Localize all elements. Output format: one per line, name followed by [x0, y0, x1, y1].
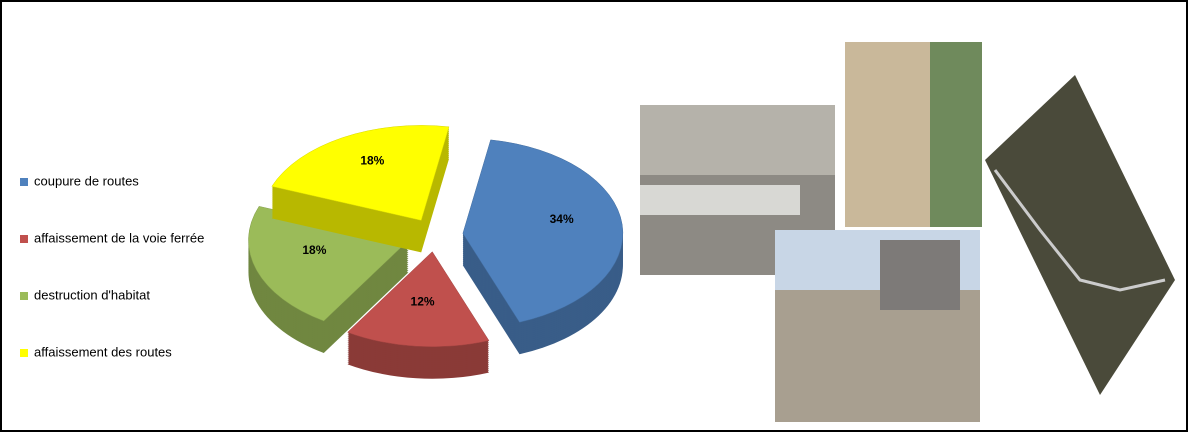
legend-label: destruction d'habitat [34, 287, 150, 302]
data-label: 18% [302, 243, 326, 257]
legend-swatch [20, 349, 28, 357]
legend-swatch [20, 292, 28, 300]
photo-detail [930, 42, 982, 227]
photo-detail [640, 105, 835, 175]
data-label: 34% [550, 212, 574, 226]
legend-label: coupure de routes [34, 173, 139, 188]
legend-swatch [20, 235, 28, 243]
data-label: 18% [360, 153, 384, 167]
legend-swatch [20, 178, 28, 186]
legend-label: affaissement de la voie ferrée [34, 230, 204, 245]
data-label: 12% [411, 295, 435, 309]
chart: coupure de routes affaissement de la voie… [0, 0, 1188, 432]
legend-label: affaissement des routes [34, 344, 172, 359]
photo-detail [880, 240, 960, 310]
photo-detail [640, 185, 800, 215]
